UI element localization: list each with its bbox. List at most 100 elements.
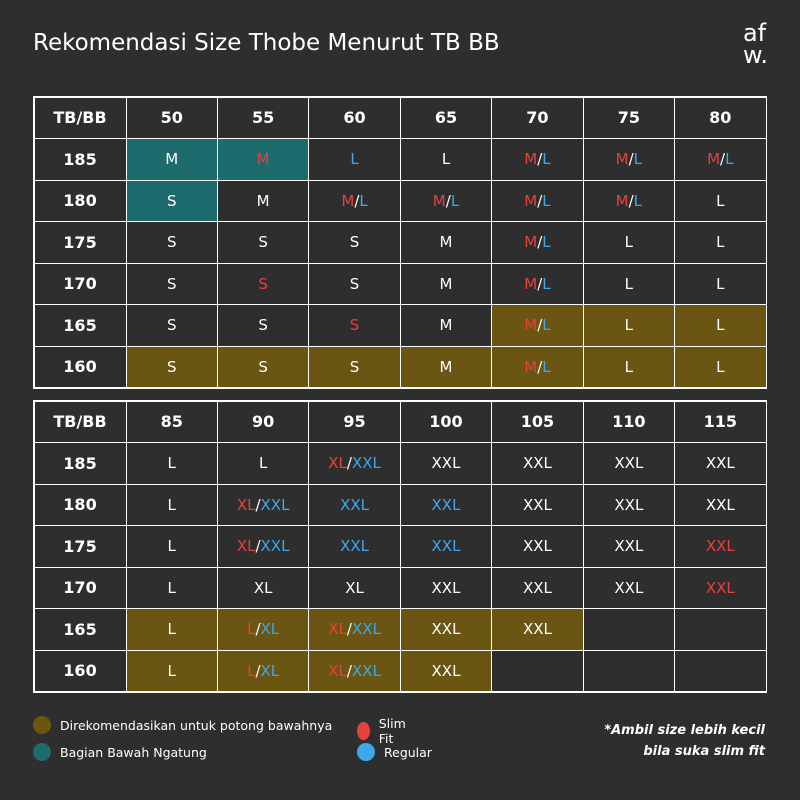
size-cell xyxy=(582,649,676,692)
size-text: XXL xyxy=(260,537,290,556)
logo-line: w. xyxy=(742,41,768,69)
size-text: M xyxy=(524,316,538,335)
column-header: 110 xyxy=(582,400,676,443)
size-text: / xyxy=(346,454,352,473)
size-cell: S xyxy=(125,345,218,388)
size-text: XL xyxy=(328,454,347,473)
size-text: L xyxy=(167,578,176,597)
size-text: L xyxy=(167,661,176,680)
logo: af w. xyxy=(742,21,768,69)
size-text: XL xyxy=(260,661,280,680)
size-text: L xyxy=(450,191,460,210)
legend-item: Direkomendasikan untuk potong bawahnya xyxy=(33,716,332,734)
legend-swatch xyxy=(357,722,370,740)
size-cell: XL xyxy=(216,566,310,609)
size-text: L xyxy=(247,620,256,639)
size-cell: L xyxy=(125,525,218,568)
size-text: XL xyxy=(260,620,280,639)
size-cell: M / L xyxy=(491,345,584,388)
size-text: S xyxy=(349,274,360,293)
size-text: L xyxy=(624,233,634,252)
size-cell: S xyxy=(216,262,310,305)
size-text: XXL xyxy=(614,495,644,514)
size-text: XXL xyxy=(614,454,644,473)
size-cell xyxy=(674,608,767,651)
size-text: / xyxy=(628,191,634,210)
size-text: XXL xyxy=(431,537,461,556)
size-cell: L xyxy=(125,566,218,609)
size-cell: XXL xyxy=(399,608,493,651)
size-text: S xyxy=(166,274,177,293)
size-text: XXL xyxy=(431,454,461,473)
legend-swatch xyxy=(33,743,51,761)
size-text: L xyxy=(258,454,268,473)
size-cell: S xyxy=(216,345,310,388)
size-text: XL xyxy=(236,495,256,514)
size-text: / xyxy=(346,620,352,639)
row-header: 180 xyxy=(33,483,127,526)
column-header: 95 xyxy=(308,400,401,443)
size-text: XXL xyxy=(705,537,735,556)
size-cell: L xyxy=(674,262,767,305)
size-cell: S xyxy=(216,304,310,347)
size-text: XXL xyxy=(351,454,381,473)
size-text: S xyxy=(258,274,268,293)
column-header: 70 xyxy=(491,96,584,139)
size-text: / xyxy=(628,150,634,169)
size-text: M xyxy=(524,191,538,210)
note-line: *Ambil size lebih kecil xyxy=(604,723,765,738)
size-text: M xyxy=(439,274,453,293)
size-cell: M / L xyxy=(491,262,584,305)
size-text: L xyxy=(167,495,176,514)
legend-label: Regular xyxy=(384,744,432,760)
size-text: XL xyxy=(328,661,347,680)
size-text: XXL xyxy=(705,495,735,514)
size-text: L xyxy=(633,150,643,169)
size-text: / xyxy=(720,150,726,169)
size-text: L xyxy=(716,191,725,210)
size-cell: L xyxy=(674,345,767,388)
size-cell: S xyxy=(216,221,310,264)
size-cell: M / L xyxy=(308,179,401,222)
column-header: 75 xyxy=(582,96,676,139)
column-header: TB/BB xyxy=(33,400,127,443)
size-cell: XXL xyxy=(582,442,676,485)
size-cell: XL xyxy=(308,566,401,609)
size-text: / xyxy=(346,661,352,680)
row-header: 180 xyxy=(33,179,127,222)
size-text: XXL xyxy=(431,578,461,597)
size-table: TB/BB 85 90 95 100 105 110 115 185 L L XL / XXL XXL XXL… xyxy=(33,400,767,693)
size-text: L xyxy=(542,316,551,335)
size-text: / xyxy=(255,620,261,639)
size-text: L xyxy=(633,191,643,210)
size-cell: XXL xyxy=(491,442,584,485)
row-header: 170 xyxy=(33,566,127,609)
size-text: XXL xyxy=(614,578,644,597)
size-text: XXL xyxy=(522,620,552,639)
size-cell: S xyxy=(125,179,218,222)
size-cell xyxy=(582,608,676,651)
size-cell: XXL xyxy=(582,566,676,609)
size-cell: L xyxy=(582,304,676,347)
size-text: L xyxy=(624,316,634,335)
row-header: 160 xyxy=(33,345,127,388)
column-header: 60 xyxy=(308,96,401,139)
size-text: L xyxy=(624,357,634,376)
size-cell: M / L xyxy=(399,179,493,222)
size-cell: L xyxy=(582,262,676,305)
size-cell: L xyxy=(674,179,767,222)
size-cell: M / L xyxy=(491,179,584,222)
size-cell xyxy=(491,649,584,692)
size-text: XXL xyxy=(431,620,461,639)
size-cell: XXL xyxy=(399,649,493,692)
size-cell: L xyxy=(674,221,767,264)
size-text: L xyxy=(725,150,734,169)
size-text: / xyxy=(255,495,261,514)
legend-swatch xyxy=(357,743,375,761)
column-header: 90 xyxy=(216,400,310,443)
column-header: 55 xyxy=(216,96,310,139)
size-text: M xyxy=(439,233,453,252)
size-text: XXL xyxy=(431,661,461,680)
size-cell: M xyxy=(399,221,493,264)
